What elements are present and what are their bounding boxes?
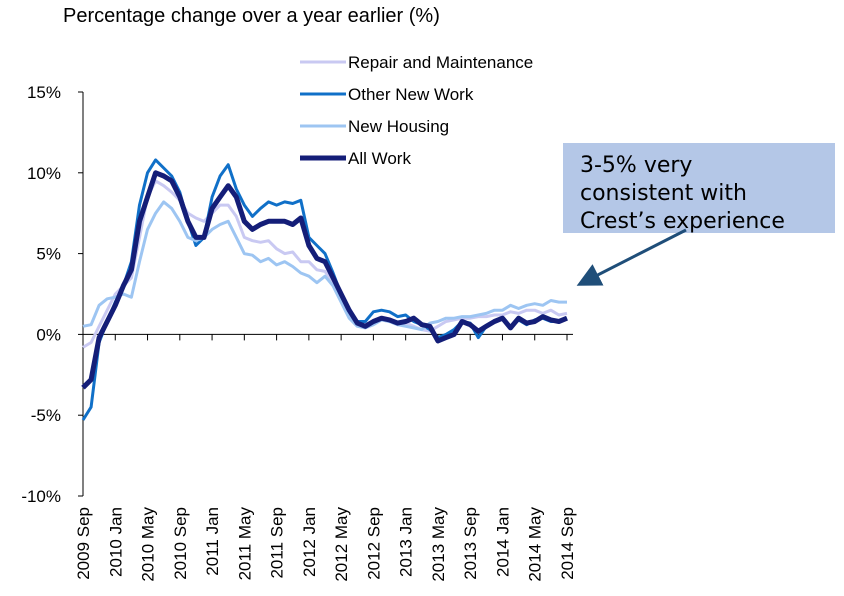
x-tick-label: 2011 May [235,507,254,581]
x-tick-label: 2012 Jan [300,507,319,577]
legend-label: All Work [348,149,411,168]
x-tick-label: 2014 May [526,507,545,582]
chart-title: Percentage change over a year earlier (%… [63,5,440,27]
x-tick-label: 2009 Sep [74,507,93,580]
x-tick-label: 2013 May [429,507,448,582]
annotation-text: consistent with [580,181,747,206]
y-tick-label: 5% [36,245,61,264]
annotation-text: 3-5% very [580,153,692,178]
x-tick-label: 2010 Sep [171,507,190,580]
annotation-arrow [576,228,687,286]
y-tick-label: -5% [31,406,61,425]
series-line [81,158,568,421]
x-tick-label: 2012 Sep [364,507,383,580]
x-tick-label: 2011 Jan [203,507,222,576]
x-tick-label: 2014 Jan [493,507,512,577]
x-tick-label: 2010 Jan [106,507,125,577]
legend-label: Repair and Maintenance [348,53,533,72]
x-tick-label: 2012 May [332,507,351,582]
y-tick-label: 15% [27,83,61,102]
y-tick-label: -10% [21,487,61,506]
x-tick-label: 2011 Sep [268,507,287,579]
legend-label: Other New Work [348,85,474,104]
legend-label: New Housing [348,117,449,136]
x-tick-label: 2013 Sep [461,507,480,580]
x-tick-label: 2013 Jan [397,507,416,577]
series-line [81,170,568,390]
annotation-box [563,143,835,233]
annotation-text: Crest’s experience [580,209,785,234]
y-tick-label: 10% [27,164,61,183]
series-line [82,200,567,332]
y-tick-label: 0% [36,325,61,344]
series-line [82,179,568,349]
x-tick-label: 2014 Sep [558,507,577,580]
x-tick-label: 2010 May [139,507,158,582]
